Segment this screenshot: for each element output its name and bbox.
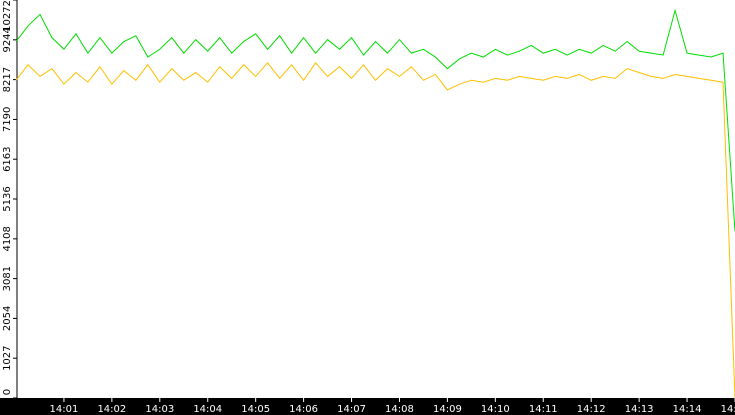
y-tick-label: 0	[2, 389, 13, 395]
y-tick-label: 2054	[2, 306, 13, 331]
y-tick-label: 5136	[2, 186, 13, 211]
y-tick-label: 7190	[2, 107, 13, 132]
x-tick-label: 14:03	[145, 404, 174, 415]
x-tick-label: 14:12	[577, 404, 606, 415]
x-axis-band	[0, 398, 735, 415]
y-tick-label: 9244	[2, 27, 13, 52]
x-tick-label: 14:02	[97, 404, 126, 415]
x-tick-label: 14:10	[481, 404, 510, 415]
x-tick-label: 14:13	[625, 404, 654, 415]
x-tick-label: 14:07	[337, 404, 366, 415]
y-tick-label: 10272	[2, 0, 13, 32]
y-tick-label: 6163	[2, 146, 13, 171]
y-tick-label: 4108	[2, 226, 13, 251]
x-tick-label: 14:01	[50, 404, 79, 415]
x-tick-label: 14:15	[721, 404, 735, 415]
x-tick-label: 14:14	[673, 404, 702, 415]
x-tick-label: 14:05	[241, 404, 270, 415]
y-tick-label: 1027	[2, 345, 13, 370]
y-tick-label: 3081	[2, 266, 13, 291]
series-line	[15, 8, 735, 232]
y-tick-label: 8217	[2, 67, 13, 92]
series-line	[15, 62, 735, 399]
x-tick-label: 14:04	[193, 404, 222, 415]
x-tick-label: 14:09	[433, 404, 462, 415]
x-tick-label: 14:06	[289, 404, 318, 415]
x-tick-label: 14:08	[385, 404, 414, 415]
x-tick-label: 14:11	[529, 404, 558, 415]
